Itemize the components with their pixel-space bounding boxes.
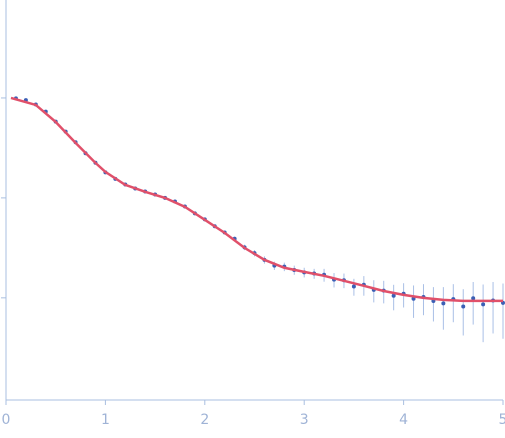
data-point (471, 296, 476, 301)
x-tick-label: 5 (499, 412, 505, 428)
data-point (441, 301, 446, 306)
x-tick-label: 2 (200, 412, 209, 428)
x-tick-label: 0 (2, 412, 11, 428)
data-point (351, 284, 356, 289)
data-point (481, 302, 486, 307)
data-point (391, 293, 396, 298)
fit-line (10, 96, 503, 303)
x-tick-label: 3 (300, 412, 309, 428)
x-tick-label: 1 (101, 412, 110, 428)
data-point (461, 304, 466, 309)
x-tick-label: 4 (399, 412, 408, 428)
